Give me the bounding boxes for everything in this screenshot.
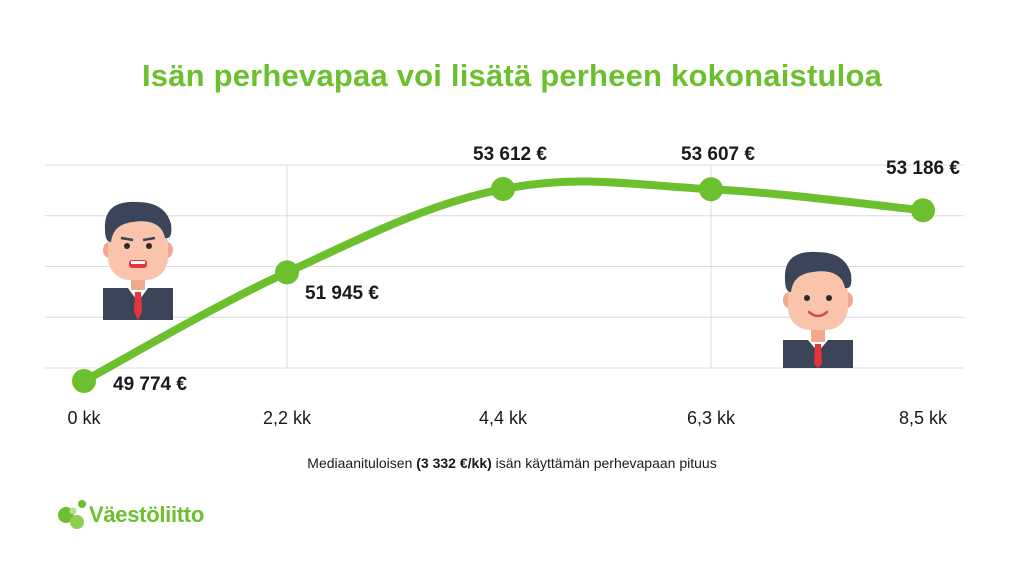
data-point [699, 177, 723, 202]
caption-suffix: isän käyttämän perhevapaan pituus [491, 455, 717, 471]
data-label: 53 612 € [473, 144, 547, 165]
logo-bubbles-icon [58, 500, 86, 529]
data-label: 53 186 € [886, 158, 960, 179]
vaestoliitto-logo: Väestöliitto [55, 495, 255, 535]
worried-man-icon [103, 201, 173, 320]
logo-text: Väestöliitto [89, 502, 204, 527]
smiling-man-icon [783, 251, 853, 368]
x-tick-label: 2,2 kk [263, 408, 312, 428]
caption-prefix: Mediaanituloisen [307, 455, 417, 471]
x-tick-label: 6,3 kk [687, 408, 736, 428]
data-label: 53 607 € [681, 144, 755, 165]
data-label: 51 945 € [305, 283, 379, 304]
data-label: 49 774 € [113, 374, 187, 395]
x-tick-label: 4,4 kk [479, 408, 528, 428]
x-tick-label: 0 kk [67, 408, 101, 428]
x-axis-caption: Mediaanituloisen (3 332 €/kk) isän käytt… [0, 455, 1024, 471]
chart-title: Isän perhevapaa voi lisätä perheen kokon… [141, 58, 883, 93]
caption-bold: (3 332 €/kk) [416, 455, 492, 471]
data-point [491, 177, 515, 201]
x-tick-label: 8,5 kk [899, 408, 948, 428]
data-point [911, 198, 935, 223]
data-point [275, 260, 299, 285]
data-point [72, 369, 96, 393]
